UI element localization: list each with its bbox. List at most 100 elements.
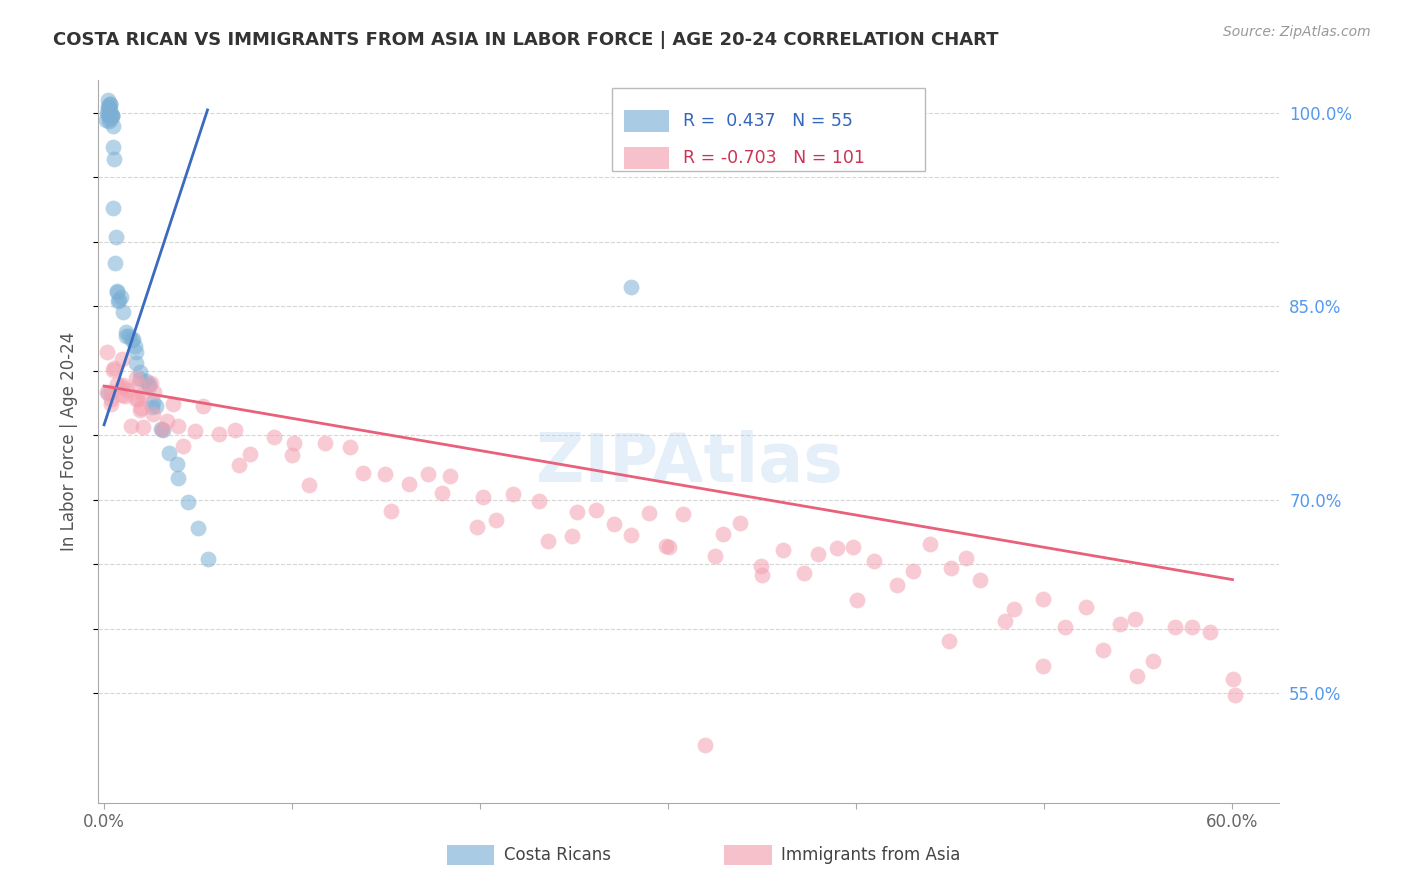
- Point: [125, 371, 148, 385]
- Point: [103, 363, 125, 377]
- Point: [98, 97, 121, 112]
- Point: [502, 487, 524, 501]
- Point: [127, 392, 149, 406]
- Point: [793, 566, 815, 580]
- Point: [191, 400, 214, 414]
- Point: [111, 305, 134, 319]
- Point: [105, 377, 128, 392]
- Point: [112, 377, 135, 392]
- Point: [938, 634, 960, 648]
- Point: [104, 230, 127, 244]
- Point: [110, 290, 132, 304]
- Point: [658, 540, 681, 554]
- Point: [114, 328, 136, 343]
- Text: R =  0.437   N = 55: R = 0.437 N = 55: [683, 112, 853, 129]
- Point: [263, 430, 285, 444]
- Point: [125, 356, 148, 370]
- Point: [1199, 624, 1222, 639]
- Point: [101, 119, 124, 133]
- Point: [96, 385, 118, 400]
- Point: [1074, 600, 1097, 615]
- Point: [105, 284, 128, 298]
- Point: [97, 107, 120, 121]
- Point: [121, 333, 143, 347]
- Point: [955, 550, 977, 565]
- Point: [1032, 592, 1054, 607]
- Point: [603, 517, 626, 532]
- Point: [97, 386, 120, 401]
- Point: [352, 466, 374, 480]
- Text: ZIPAtlas: ZIPAtlas: [536, 430, 842, 496]
- Point: [439, 469, 461, 483]
- Text: R = -0.703   N = 101: R = -0.703 N = 101: [683, 149, 865, 167]
- Point: [1091, 643, 1114, 657]
- Point: [172, 439, 194, 453]
- Point: [283, 436, 305, 450]
- Point: [97, 102, 120, 116]
- Point: [98, 102, 121, 116]
- Text: Immigrants from Asia: Immigrants from Asia: [782, 846, 960, 863]
- Point: [197, 551, 219, 566]
- Point: [111, 387, 134, 401]
- Point: [101, 201, 124, 215]
- Point: [184, 425, 207, 439]
- Point: [1002, 602, 1025, 616]
- Point: [131, 420, 153, 434]
- Bar: [624, 147, 669, 169]
- Point: [177, 495, 200, 509]
- Point: [94, 113, 117, 128]
- Point: [98, 109, 121, 123]
- Point: [484, 513, 506, 527]
- Point: [107, 294, 129, 309]
- Point: [124, 339, 146, 353]
- Point: [280, 448, 302, 462]
- Point: [398, 477, 420, 491]
- Point: [120, 418, 142, 433]
- Point: [901, 564, 924, 578]
- Point: [842, 540, 865, 554]
- Point: [703, 549, 725, 563]
- Point: [845, 593, 868, 607]
- Point: [585, 503, 607, 517]
- Point: [863, 554, 886, 568]
- Point: [97, 93, 120, 107]
- Point: [374, 467, 396, 482]
- Point: [105, 285, 128, 299]
- FancyBboxPatch shape: [612, 87, 925, 170]
- Point: [103, 256, 125, 270]
- Point: [529, 494, 551, 508]
- Point: [128, 403, 150, 417]
- Point: [125, 345, 148, 359]
- Point: [101, 140, 124, 154]
- Point: [969, 573, 991, 587]
- Point: [430, 486, 453, 500]
- Point: [166, 457, 188, 471]
- Point: [167, 470, 190, 484]
- Point: [1032, 659, 1054, 673]
- Point: [187, 521, 209, 535]
- Point: [886, 578, 908, 592]
- Point: [167, 419, 190, 434]
- Point: [96, 345, 118, 359]
- Point: [711, 527, 734, 541]
- Point: [695, 739, 717, 753]
- Point: [138, 376, 160, 391]
- Point: [152, 423, 174, 437]
- Point: [100, 384, 122, 399]
- Point: [920, 537, 942, 551]
- Point: [101, 107, 124, 121]
- Point: [107, 293, 129, 308]
- Point: [139, 376, 162, 391]
- Text: COSTA RICAN VS IMMIGRANTS FROM ASIA IN LABOR FORCE | AGE 20-24 CORRELATION CHART: COSTA RICAN VS IMMIGRANTS FROM ASIA IN L…: [53, 31, 998, 49]
- Point: [418, 467, 440, 482]
- Point: [620, 528, 643, 542]
- Point: [224, 423, 246, 437]
- Point: [141, 401, 163, 415]
- Point: [142, 407, 165, 421]
- Point: [825, 541, 848, 556]
- Point: [1222, 673, 1244, 687]
- Point: [1126, 669, 1149, 683]
- Point: [128, 366, 150, 380]
- Point: [465, 520, 488, 534]
- Point: [131, 388, 153, 402]
